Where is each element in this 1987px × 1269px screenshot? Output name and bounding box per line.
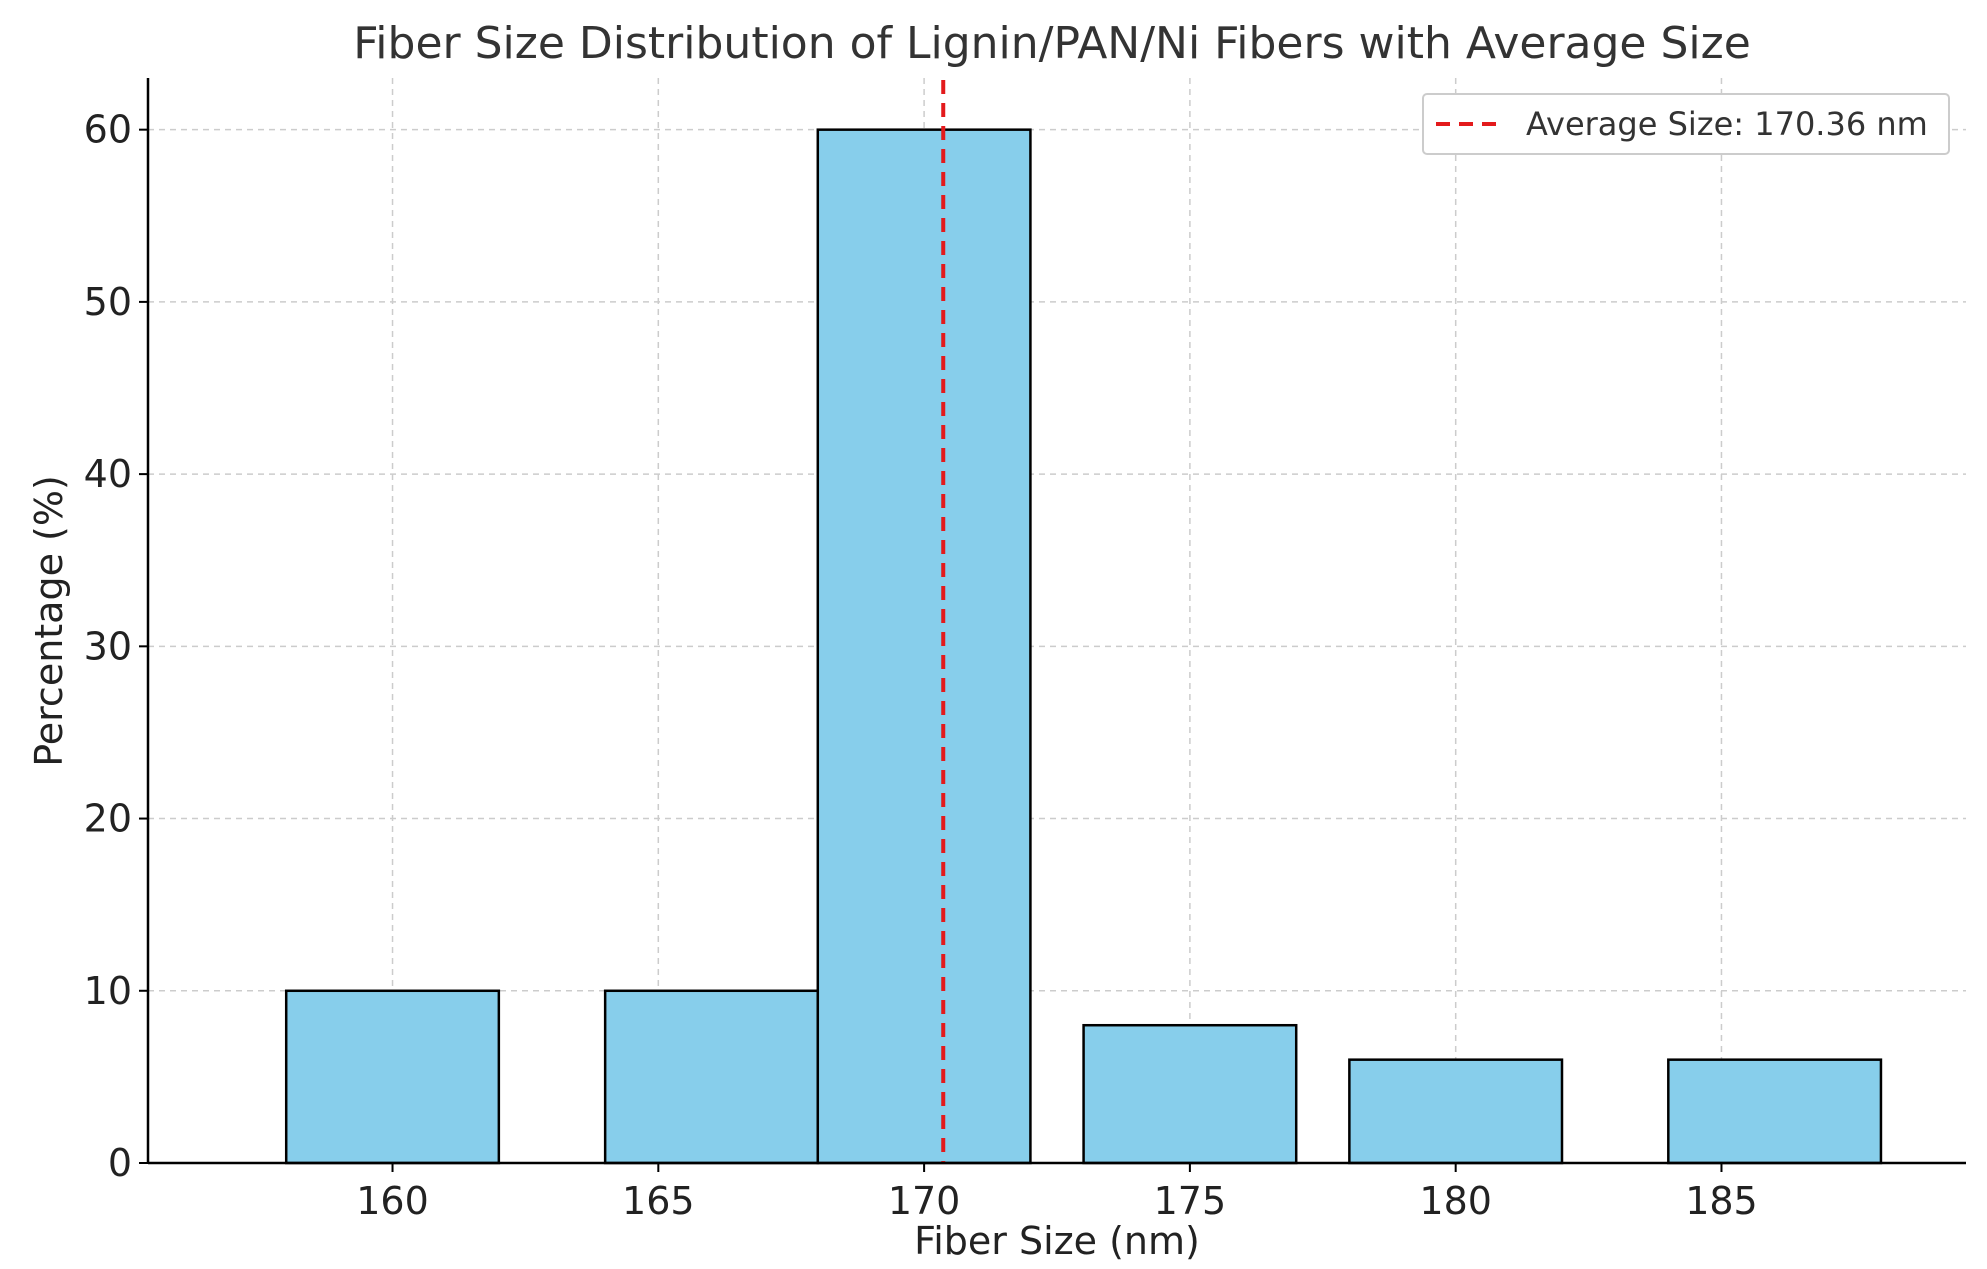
x-tick-label: 180 bbox=[1419, 1179, 1492, 1223]
legend-label: Average Size: 170.36 nm bbox=[1526, 105, 1928, 143]
x-tick-label: 165 bbox=[622, 1179, 695, 1223]
x-tick-label: 175 bbox=[1154, 1179, 1227, 1223]
x-tick-label: 160 bbox=[356, 1179, 429, 1223]
y-axis-label: Percentage (%) bbox=[27, 475, 71, 767]
bars bbox=[284, 128, 1883, 1165]
chart-title: Fiber Size Distribution of Lignin/PAN/Ni… bbox=[353, 18, 1751, 69]
y-tick-label: 40 bbox=[84, 452, 132, 496]
bar bbox=[1667, 1058, 1883, 1165]
legend-box bbox=[1422, 93, 1950, 155]
y-ticks: 0 10 20 30 40 50 60 bbox=[84, 108, 148, 1185]
legend: Average Size: 170.36 nm bbox=[1422, 93, 1950, 155]
bar bbox=[1348, 1058, 1564, 1165]
x-tick-label: 185 bbox=[1685, 1179, 1758, 1223]
y-tick-label: 10 bbox=[84, 969, 132, 1013]
x-tick-label: 170 bbox=[888, 1179, 961, 1223]
y-tick-label: 60 bbox=[84, 108, 132, 152]
bar bbox=[284, 989, 501, 1165]
bar bbox=[1082, 1023, 1298, 1165]
bar bbox=[816, 128, 1032, 1165]
bar bbox=[603, 989, 820, 1165]
y-tick-label: 50 bbox=[84, 280, 132, 324]
y-tick-label: 0 bbox=[108, 1141, 132, 1185]
x-axis-label: Fiber Size (nm) bbox=[914, 1219, 1200, 1263]
y-tick-label: 20 bbox=[84, 797, 132, 841]
x-ticks: 160 165 170 175 180 185 bbox=[356, 1163, 1758, 1223]
y-tick-label: 30 bbox=[84, 624, 132, 668]
